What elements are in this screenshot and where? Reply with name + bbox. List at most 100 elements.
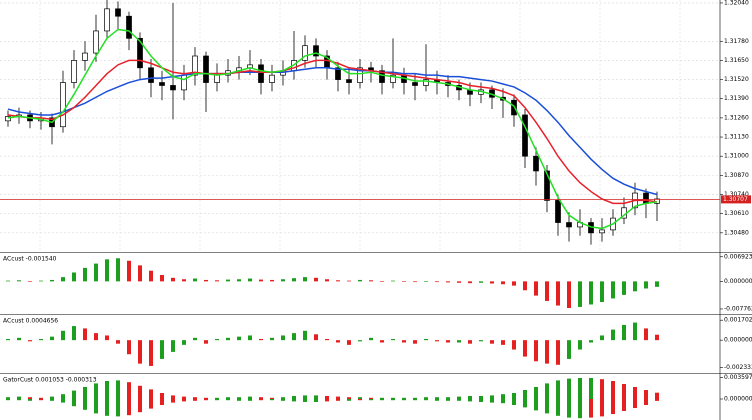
histogram-bar bbox=[479, 396, 483, 399]
histogram-bar bbox=[204, 397, 208, 399]
histogram-bar bbox=[534, 340, 538, 362]
histogram-bar bbox=[303, 277, 307, 282]
histogram-bar bbox=[633, 322, 637, 341]
histogram-bar bbox=[402, 399, 406, 401]
candle-body bbox=[555, 200, 561, 223]
histogram-bar bbox=[116, 340, 120, 344]
histogram-bar bbox=[556, 340, 560, 365]
candle-body bbox=[115, 8, 121, 17]
candle-body bbox=[203, 55, 209, 83]
histogram-bar bbox=[61, 277, 65, 282]
moving-average bbox=[7, 28, 658, 230]
histogram-bar bbox=[424, 338, 428, 341]
histogram-bar bbox=[501, 281, 505, 285]
histogram-bar bbox=[545, 383, 549, 399]
candle-body bbox=[258, 64, 264, 83]
histogram-bar bbox=[391, 397, 395, 399]
y-tick-label: 0.006923 bbox=[724, 253, 752, 260]
candle-body bbox=[269, 74, 275, 83]
histogram-bar bbox=[402, 281, 406, 282]
histogram-bar bbox=[490, 395, 494, 399]
histogram-bar bbox=[468, 340, 472, 344]
histogram-bar bbox=[380, 281, 384, 282]
histogram-bar bbox=[28, 281, 32, 282]
histogram-bar bbox=[446, 340, 450, 343]
histogram-bar bbox=[325, 399, 329, 402]
y-tick-label: 1.32040 bbox=[724, 0, 749, 6]
histogram-bar bbox=[50, 279, 54, 282]
histogram-bar bbox=[655, 399, 659, 401]
histogram-bar bbox=[138, 385, 142, 399]
candle-body bbox=[302, 45, 308, 61]
y-tick-label: 1.30870 bbox=[724, 172, 749, 179]
histogram-bar bbox=[347, 280, 351, 282]
candle-body bbox=[313, 45, 319, 57]
histogram-bar bbox=[435, 340, 439, 342]
histogram-bar bbox=[248, 335, 252, 341]
histogram-bar bbox=[28, 399, 32, 401]
y-tick-label: 1.30480 bbox=[724, 229, 749, 236]
candle-body bbox=[522, 114, 528, 157]
histogram-bar bbox=[490, 340, 494, 344]
histogram-bar bbox=[600, 335, 604, 341]
histogram-bar bbox=[567, 378, 571, 399]
histogram-bar bbox=[149, 270, 153, 282]
histogram-bar bbox=[281, 335, 285, 341]
histogram-bar bbox=[94, 399, 98, 414]
histogram-bar bbox=[292, 396, 296, 399]
histogram-bar bbox=[578, 340, 582, 350]
histogram-bar bbox=[578, 378, 582, 399]
histogram-bar bbox=[314, 277, 318, 282]
candle-body bbox=[357, 67, 363, 83]
panel-label: ACcust 0.0004656 bbox=[3, 318, 58, 325]
histogram-bar bbox=[149, 389, 153, 399]
histogram-bar bbox=[347, 397, 351, 399]
histogram-bar bbox=[193, 399, 197, 401]
y-tick-label: 1.31130 bbox=[724, 134, 749, 141]
panel-label: GatorCust 0.001053 -0.000313 bbox=[3, 377, 97, 384]
histogram-bar bbox=[369, 337, 373, 341]
histogram-bar bbox=[523, 340, 527, 357]
histogram-bar bbox=[204, 279, 208, 282]
histogram-bar bbox=[336, 280, 340, 282]
histogram-bar bbox=[622, 384, 626, 399]
histogram-bar bbox=[446, 397, 450, 399]
histogram-bar bbox=[171, 399, 175, 403]
histogram-bar bbox=[347, 399, 351, 401]
price-label: 1.30707 bbox=[723, 196, 748, 203]
histogram-bar bbox=[72, 326, 76, 341]
histogram-bar bbox=[336, 396, 340, 399]
histogram-bar bbox=[457, 340, 461, 343]
histogram-bar bbox=[501, 340, 505, 345]
histogram-bar bbox=[17, 399, 21, 401]
histogram-bar bbox=[160, 340, 164, 359]
y-tick-label: -0.0023338 bbox=[724, 364, 752, 371]
histogram-bar bbox=[468, 396, 472, 399]
histogram-bar bbox=[622, 281, 626, 295]
histogram-bar bbox=[259, 279, 263, 282]
histogram-bar bbox=[138, 340, 142, 364]
histogram-bar bbox=[270, 337, 274, 341]
histogram-bar bbox=[336, 340, 340, 343]
histogram-bar bbox=[655, 392, 659, 399]
histogram-bar bbox=[259, 397, 263, 399]
histogram-bar bbox=[237, 399, 241, 401]
candle-body bbox=[170, 85, 176, 91]
candle-body bbox=[643, 192, 649, 204]
histogram-bar bbox=[567, 399, 571, 418]
histogram-bar bbox=[94, 383, 98, 399]
histogram-bar bbox=[589, 399, 593, 418]
histogram-bar bbox=[490, 281, 494, 284]
histogram-bar bbox=[83, 387, 87, 399]
price-label-box bbox=[721, 195, 751, 204]
histogram-bar bbox=[534, 387, 538, 399]
y-tick-label: 1.31390 bbox=[724, 95, 749, 102]
histogram-bar bbox=[633, 281, 637, 292]
histogram-bar bbox=[303, 399, 307, 402]
histogram-bar bbox=[61, 330, 65, 341]
y-tick-label: 1.31650 bbox=[724, 57, 749, 64]
histogram-bar bbox=[380, 399, 384, 401]
histogram-bar bbox=[435, 397, 439, 399]
